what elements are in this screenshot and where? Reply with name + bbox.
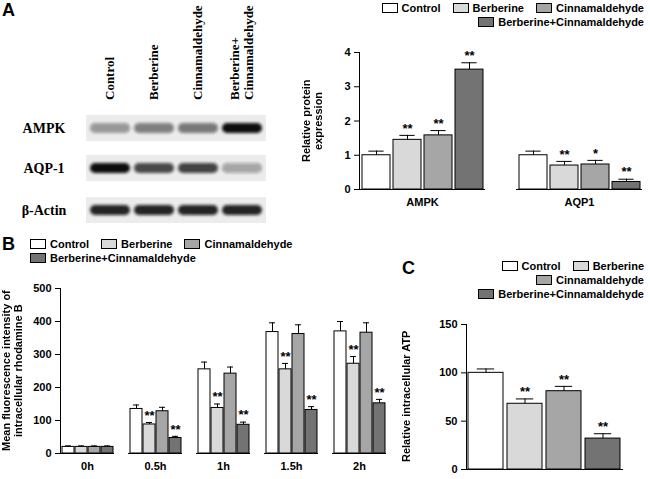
svg-text:**: **	[520, 384, 531, 399]
html-text:Relative protein expression: Relative protein expression	[300, 79, 324, 162]
svg-text:400: 400	[33, 315, 51, 327]
html-text:Berberine: Berberine	[121, 238, 173, 250]
svg-text:4: 4	[344, 46, 351, 58]
svg-text:2h: 2h	[353, 460, 366, 472]
html-text:Control: Control	[50, 238, 90, 250]
html-text:B: B	[2, 234, 15, 254]
svg-text:0h: 0h	[81, 460, 94, 472]
svg-text:0: 0	[344, 183, 350, 195]
svg-text:1h: 1h	[217, 460, 230, 472]
svg-text:150: 150	[439, 318, 457, 330]
svg-text:Control: Control	[102, 57, 117, 100]
html-text:Mean fluorescence intensity of: Mean fluorescence intensity of intracell…	[0, 290, 24, 451]
html-text:Berberine: Berberine	[592, 260, 644, 272]
svg-text:β-Actin: β-Actin	[22, 203, 67, 218]
svg-text:**: **	[144, 408, 155, 423]
svg-text:500: 500	[33, 282, 51, 294]
svg-text:Berberine: Berberine	[146, 44, 161, 100]
svg-text:AMPK: AMPK	[406, 196, 438, 208]
svg-text:**: **	[170, 422, 181, 437]
svg-text:**: **	[559, 372, 570, 387]
svg-text:300: 300	[33, 348, 51, 360]
html-text:Control: Control	[521, 260, 561, 272]
svg-text:Cinnamaldehyde: Cinnamaldehyde	[190, 5, 205, 100]
svg-text:**: **	[598, 419, 609, 434]
svg-text:**: **	[212, 389, 223, 404]
svg-text:**: **	[621, 164, 632, 179]
html-text:Berberine+Cinnamaldehyde: Berberine+Cinnamaldehyde	[498, 16, 644, 28]
svg-text:0: 0	[45, 447, 51, 459]
svg-text:100: 100	[439, 366, 457, 378]
svg-text:**: **	[433, 116, 444, 131]
svg-text:*: *	[593, 146, 599, 161]
svg-text:**: **	[306, 392, 317, 407]
svg-text:200: 200	[33, 381, 51, 393]
svg-text:AQP1: AQP1	[565, 196, 595, 208]
svg-text:0.5h: 0.5h	[144, 460, 166, 472]
svg-text:AQP-1: AQP-1	[23, 161, 64, 176]
html-text:Berberine: Berberine	[472, 2, 524, 14]
svg-text:1: 1	[344, 149, 350, 161]
svg-text:50: 50	[445, 415, 457, 427]
html-text:Cinnamaldehyde: Cinnamaldehyde	[556, 2, 644, 14]
html-text:Berberine+Cinnamaldehyde: Berberine+Cinnamaldehyde	[498, 288, 644, 300]
html-text:A: A	[2, 0, 15, 20]
html-text:Cinnamaldehyde: Cinnamaldehyde	[204, 238, 293, 250]
svg-text:**: **	[348, 342, 359, 357]
html-text:Cinnamaldehyde: Cinnamaldehyde	[556, 274, 644, 286]
html-text:Relative intracellular ATP: Relative intracellular ATP	[400, 330, 412, 463]
svg-text:**: **	[559, 147, 570, 162]
html-text:Berberine+Cinnamaldehyde: Berberine+Cinnamaldehyde	[50, 252, 196, 264]
svg-text:1.5h: 1.5h	[280, 460, 302, 472]
svg-text:0: 0	[451, 463, 457, 475]
svg-text:**: **	[280, 349, 291, 364]
svg-text:AMPK: AMPK	[23, 121, 66, 136]
html-text:C: C	[402, 258, 415, 278]
svg-text:Berberine+Cinnamaldehyde: Berberine+Cinnamaldehyde	[227, 5, 256, 100]
svg-text:**: **	[402, 121, 413, 136]
svg-text:3: 3	[344, 80, 350, 92]
svg-text:**: **	[238, 407, 249, 422]
html-text:Control: Control	[401, 2, 441, 14]
svg-text:**: **	[464, 48, 475, 63]
svg-text:2: 2	[344, 115, 350, 127]
svg-text:**: **	[374, 385, 385, 400]
svg-text:100: 100	[33, 414, 51, 426]
